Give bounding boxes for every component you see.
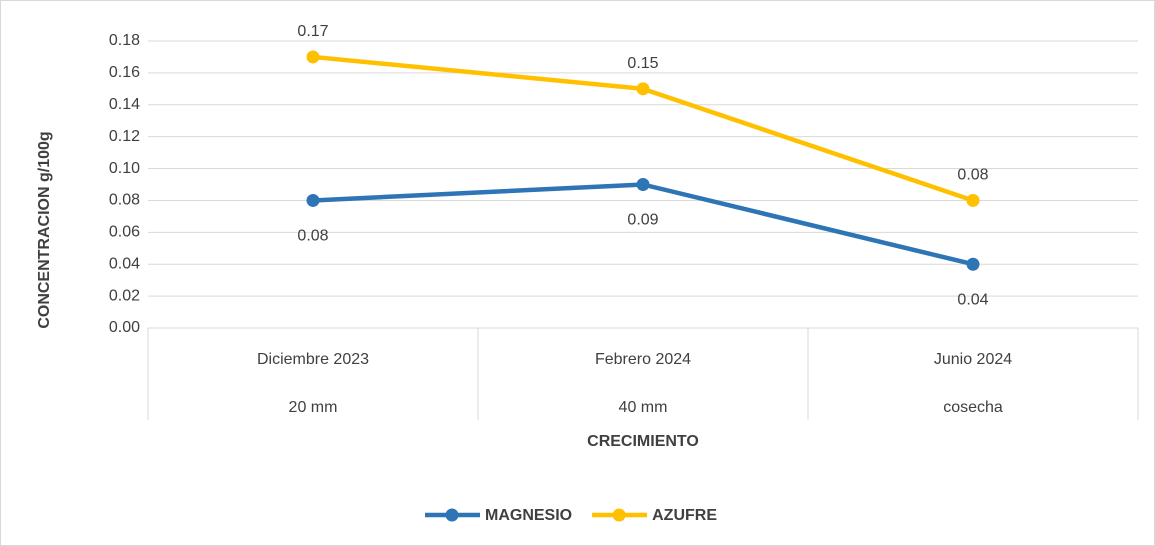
x-tick-label: cosecha (943, 399, 1003, 416)
x-axis-title: CRECIMIENTO (587, 433, 699, 450)
data-label: 0.17 (297, 23, 328, 40)
x-tick-label: Febrero 2024 (595, 351, 691, 368)
y-axis-title: CONCENTRACION g/100g (36, 131, 53, 328)
data-point (306, 193, 320, 207)
y-tick-label: 0.06 (109, 224, 140, 241)
y-tick-label: 0.18 (109, 32, 140, 49)
data-point (966, 193, 980, 207)
y-tick-label: 0.08 (109, 192, 140, 209)
y-tick-label: 0.02 (109, 287, 140, 304)
x-tick-label: Diciembre 2023 (257, 351, 369, 368)
data-point (636, 178, 650, 191)
y-tick-label: 0.04 (109, 255, 140, 272)
data-point (306, 50, 320, 64)
x-tick-label: 20 mm (289, 399, 338, 416)
data-label: 0.09 (627, 212, 658, 229)
legend-label: AZUFRE (652, 507, 717, 524)
data-point (966, 257, 980, 271)
x-tick-label: 40 mm (619, 399, 668, 416)
legend-marker (445, 508, 459, 522)
y-tick-label: 0.16 (109, 64, 140, 81)
y-tick-label: 0.10 (109, 160, 140, 177)
y-tick-label: 0.00 (109, 319, 140, 336)
legend-label: MAGNESIO (485, 507, 572, 524)
data-label: 0.04 (957, 291, 988, 308)
y-tick-label: 0.14 (109, 96, 140, 113)
legend-marker (612, 508, 626, 522)
data-point (636, 82, 650, 96)
data-label: 0.15 (627, 55, 658, 72)
y-tick-label: 0.12 (109, 128, 140, 145)
x-tick-label: Junio 2024 (934, 351, 1012, 368)
data-label: 0.08 (297, 228, 328, 245)
data-label: 0.08 (957, 167, 988, 184)
